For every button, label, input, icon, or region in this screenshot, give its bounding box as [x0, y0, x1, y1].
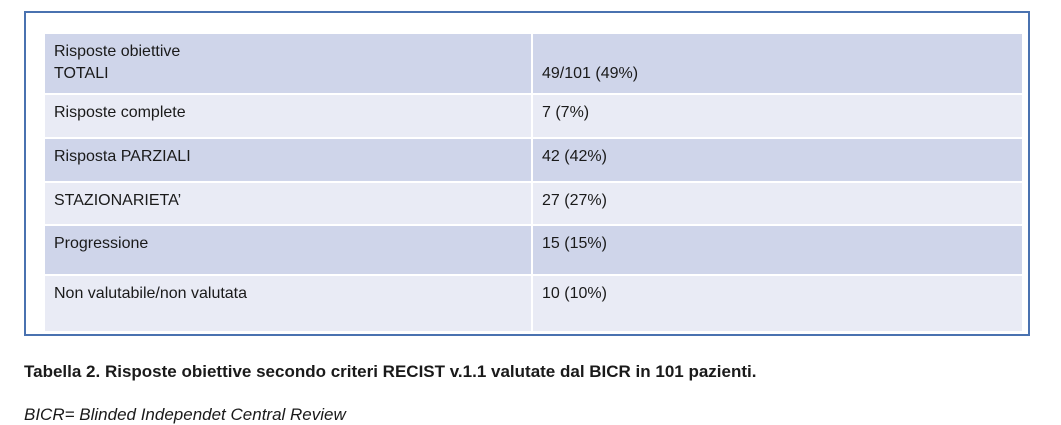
label-line: Risposte obiettive	[54, 43, 181, 60]
table-row: Non valutabile/non valutata 10 (10%)	[45, 276, 1022, 331]
table-cell-label: Progressione	[45, 226, 533, 274]
table-cell-label: STAZIONARIETA’	[45, 183, 533, 224]
table-cell-label: Risposte obiettive TOTALI	[45, 34, 533, 93]
table-cell-value: 15 (15%)	[542, 235, 607, 252]
table-cell-value: 7 (7%)	[542, 104, 590, 121]
table-row: Progressione 15 (15%)	[45, 226, 1022, 276]
table-row: Risposte complete 7 (7%)	[45, 95, 1022, 139]
table-cell-label: Risposte complete	[45, 95, 533, 137]
table-row: STAZIONARIETA’ 27 (27%)	[45, 183, 1022, 226]
table-cell-value: 10 (10%)	[542, 285, 607, 302]
table-cell-label: Non valutabile/non valutata	[45, 276, 533, 331]
table-cell-value: 42 (42%)	[542, 148, 607, 165]
table-row: Risposte obiettive TOTALI 49/101 (49%)	[45, 34, 1022, 95]
table-cell-value: 49/101 (49%)	[542, 65, 639, 82]
table-cell-label: Risposta PARZIALI	[45, 139, 533, 181]
table-caption: Tabella 2. Risposte obiettive secondo cr…	[24, 362, 757, 381]
label-line: TOTALI	[54, 65, 109, 82]
table-frame: Risposte obiettive TOTALI 49/101 (49%) R…	[24, 11, 1030, 336]
table-row: Risposta PARZIALI 42 (42%)	[45, 139, 1022, 183]
results-table: Risposte obiettive TOTALI 49/101 (49%) R…	[45, 34, 1022, 331]
table-cell-value: 27 (27%)	[542, 192, 607, 209]
abbreviation-note: BICR= Blinded Independet Central Review	[24, 405, 346, 424]
